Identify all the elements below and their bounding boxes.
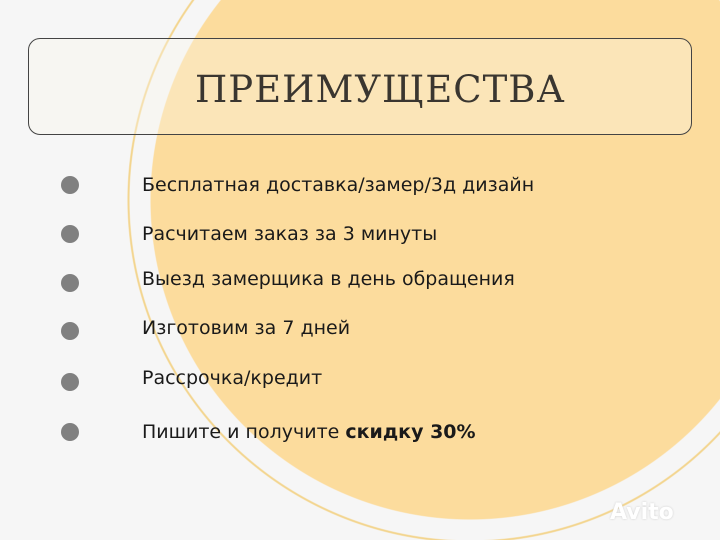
bullet-icon [61,225,79,243]
list-item: Бесплатная доставка/замер/3д дизайн [142,174,535,196]
list-item: Выезд замерщика в день обращения [142,268,515,290]
bullet-icon [61,373,79,391]
list-item: Рассрочка/кредит [142,367,323,389]
list-item: Расчитаем заказ за 3 минуты [142,223,438,245]
bullet-icon [61,176,79,194]
bullet-icon [61,322,79,340]
page-title: ПРЕИМУЩЕСТВА [195,68,566,111]
list-item: Пишите и получите скидку 30% [142,421,476,443]
avito-watermark: Avito [610,500,674,525]
list-item-text: Пишите и получите [142,421,346,443]
title-box: ПРЕИМУЩЕСТВА [28,38,692,135]
list-item: Изготовим за 7 дней [142,317,351,339]
bullet-icon [61,423,79,441]
bullet-icon [61,274,79,292]
discount-text: скидку 30% [345,421,476,443]
